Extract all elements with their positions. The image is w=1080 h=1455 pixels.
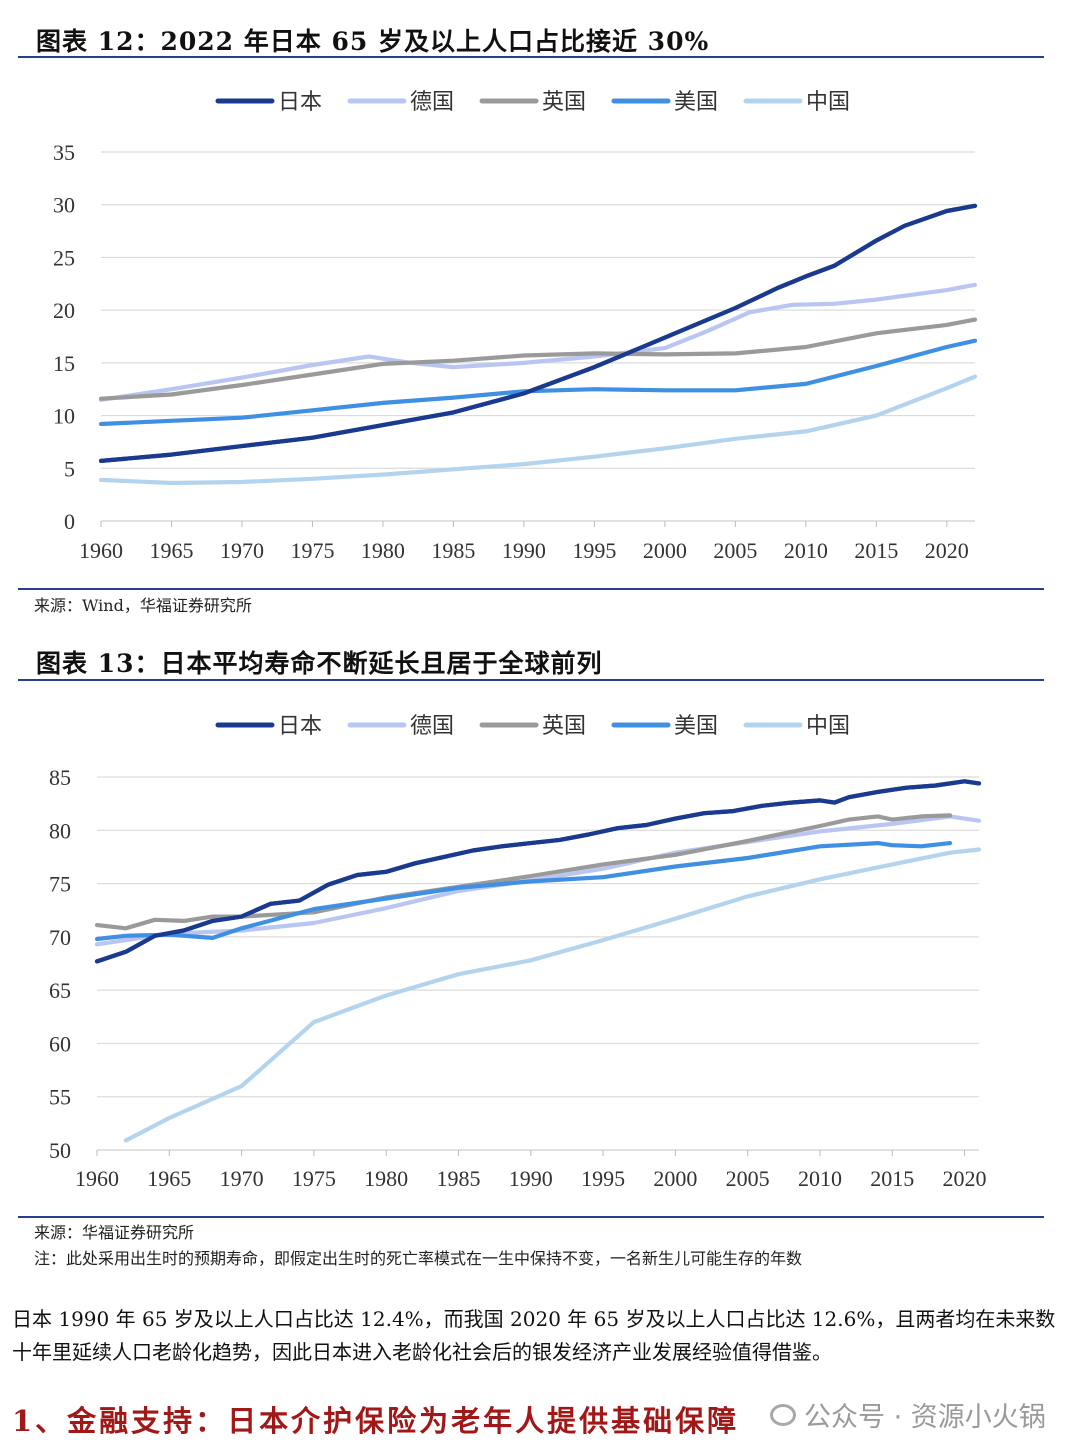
x-tick-label: 1975: [290, 538, 334, 563]
wechat-icon: [770, 1403, 796, 1426]
series-line-4: [94, 841, 953, 942]
y-tick-label: 15: [53, 351, 75, 376]
series-line-3: [94, 813, 953, 931]
x-tick-label: 2010: [784, 538, 828, 563]
y-tick-label: 10: [53, 404, 75, 429]
y-tick-label: 70: [49, 925, 71, 950]
figure12-title-rule: [18, 56, 1044, 58]
y-tick-label: 50: [49, 1138, 71, 1163]
series-line-5: [123, 847, 982, 1143]
series-line-1-top: [98, 203, 978, 463]
x-tick-label: 2020: [943, 1166, 987, 1191]
x-tick-label: 1975: [292, 1166, 336, 1191]
y-tick-label: 35: [53, 140, 75, 165]
x-tick-label: 1980: [361, 538, 405, 563]
figure13-source: 来源：华福证券研究所: [34, 1223, 195, 1242]
x-tick-label: 1970: [220, 1166, 264, 1191]
legend-label-5: 中国: [806, 89, 850, 114]
x-tick-label: 1965: [147, 1166, 191, 1191]
figure12-title: 图表 12：2022 年日本 65 岁及以上人口占比接近 30%: [36, 27, 710, 56]
x-tick-label: 1990: [509, 1166, 553, 1191]
series-line-4: [98, 338, 978, 427]
figure12-bottom-rule: [18, 588, 1044, 590]
x-tick-label: 2015: [854, 538, 898, 563]
x-tick-label: 1960: [79, 538, 123, 563]
x-tick-label: 2005: [713, 538, 757, 563]
x-tick-label: 1995: [581, 1166, 625, 1191]
y-tick-label: 0: [64, 509, 75, 534]
figure13-bottom-rule: [18, 1216, 1044, 1218]
body-paragraph: 日本 1990 年 65 岁及以上人口占比达 12.4%，而我国 2020 年 …: [12, 1307, 1056, 1364]
series-line-1-top: [94, 779, 982, 964]
section-heading: 1、金融支持：日本介护保险为老年人提供基础保障: [12, 1404, 740, 1438]
x-tick-label: 1990: [502, 538, 546, 563]
figure13-chart: 50 55 60 65 70 75 80 85 1960 1965 1970 1975 1980 1985…: [49, 713, 987, 1191]
watermark: 公众号 · 资源小火锅: [770, 1395, 1046, 1434]
legend-label-2: 德国: [410, 89, 454, 114]
y-tick-label: 75: [49, 872, 71, 897]
series-line-3: [98, 317, 978, 401]
figure13-title: 图表 13：日本平均寿命不断延长且居于全球前列: [36, 649, 603, 678]
y-tick-label: 65: [49, 978, 71, 1003]
legend-label-4: 美国: [674, 89, 718, 114]
legend-label-1: 日本: [278, 89, 322, 114]
legend-label-2: 德国: [410, 713, 454, 738]
y-tick-label: 80: [49, 818, 71, 843]
legend-label-3: 英国: [542, 713, 586, 738]
y-tick-label: 55: [49, 1085, 71, 1110]
x-tick-label: 1960: [75, 1166, 119, 1191]
x-tick-label: 1980: [364, 1166, 408, 1191]
y-tick-label: 85: [49, 765, 71, 790]
series-line-5: [98, 374, 978, 486]
series-line-2: [94, 814, 982, 947]
x-tick-label: 2020: [925, 538, 969, 563]
x-tick-label: 2010: [798, 1166, 842, 1191]
y-tick-label: 30: [53, 193, 75, 218]
x-tick-label: 1995: [572, 538, 616, 563]
figure12-chart: 0 5 10 15 20 25 30 35 1960 1965 1970 1975 1980 1985 19…: [53, 89, 978, 563]
figure13-note: 注：此处采用出生时的预期寿命，即假定出生时的死亡率模式在一生中保持不变，一名新生…: [34, 1249, 803, 1268]
figure13-title-rule: [18, 679, 1044, 681]
x-tick-label: 2000: [653, 1166, 697, 1191]
legend-label-1: 日本: [278, 713, 322, 738]
x-tick-label: 1965: [149, 538, 193, 563]
y-tick-label: 60: [49, 1031, 71, 1056]
legend-label-4: 美国: [674, 713, 718, 738]
y-tick-label: 5: [64, 456, 75, 481]
x-tick-label: 2015: [870, 1166, 914, 1191]
x-tick-label: 1970: [220, 538, 264, 563]
x-tick-label: 2000: [643, 538, 687, 563]
series-line-2: [98, 282, 978, 402]
x-tick-label: 2005: [726, 1166, 770, 1191]
y-tick-label: 20: [53, 298, 75, 323]
legend-label-3: 英国: [542, 89, 586, 114]
watermark-text: 公众号 · 资源小火锅: [804, 1402, 1046, 1433]
legend-label-5: 中国: [806, 713, 850, 738]
figure12-source: 来源：Wind，华福证券研究所: [34, 596, 252, 615]
x-tick-label: 1985: [431, 538, 475, 563]
y-tick-label: 25: [53, 245, 75, 270]
x-tick-label: 1985: [436, 1166, 480, 1191]
